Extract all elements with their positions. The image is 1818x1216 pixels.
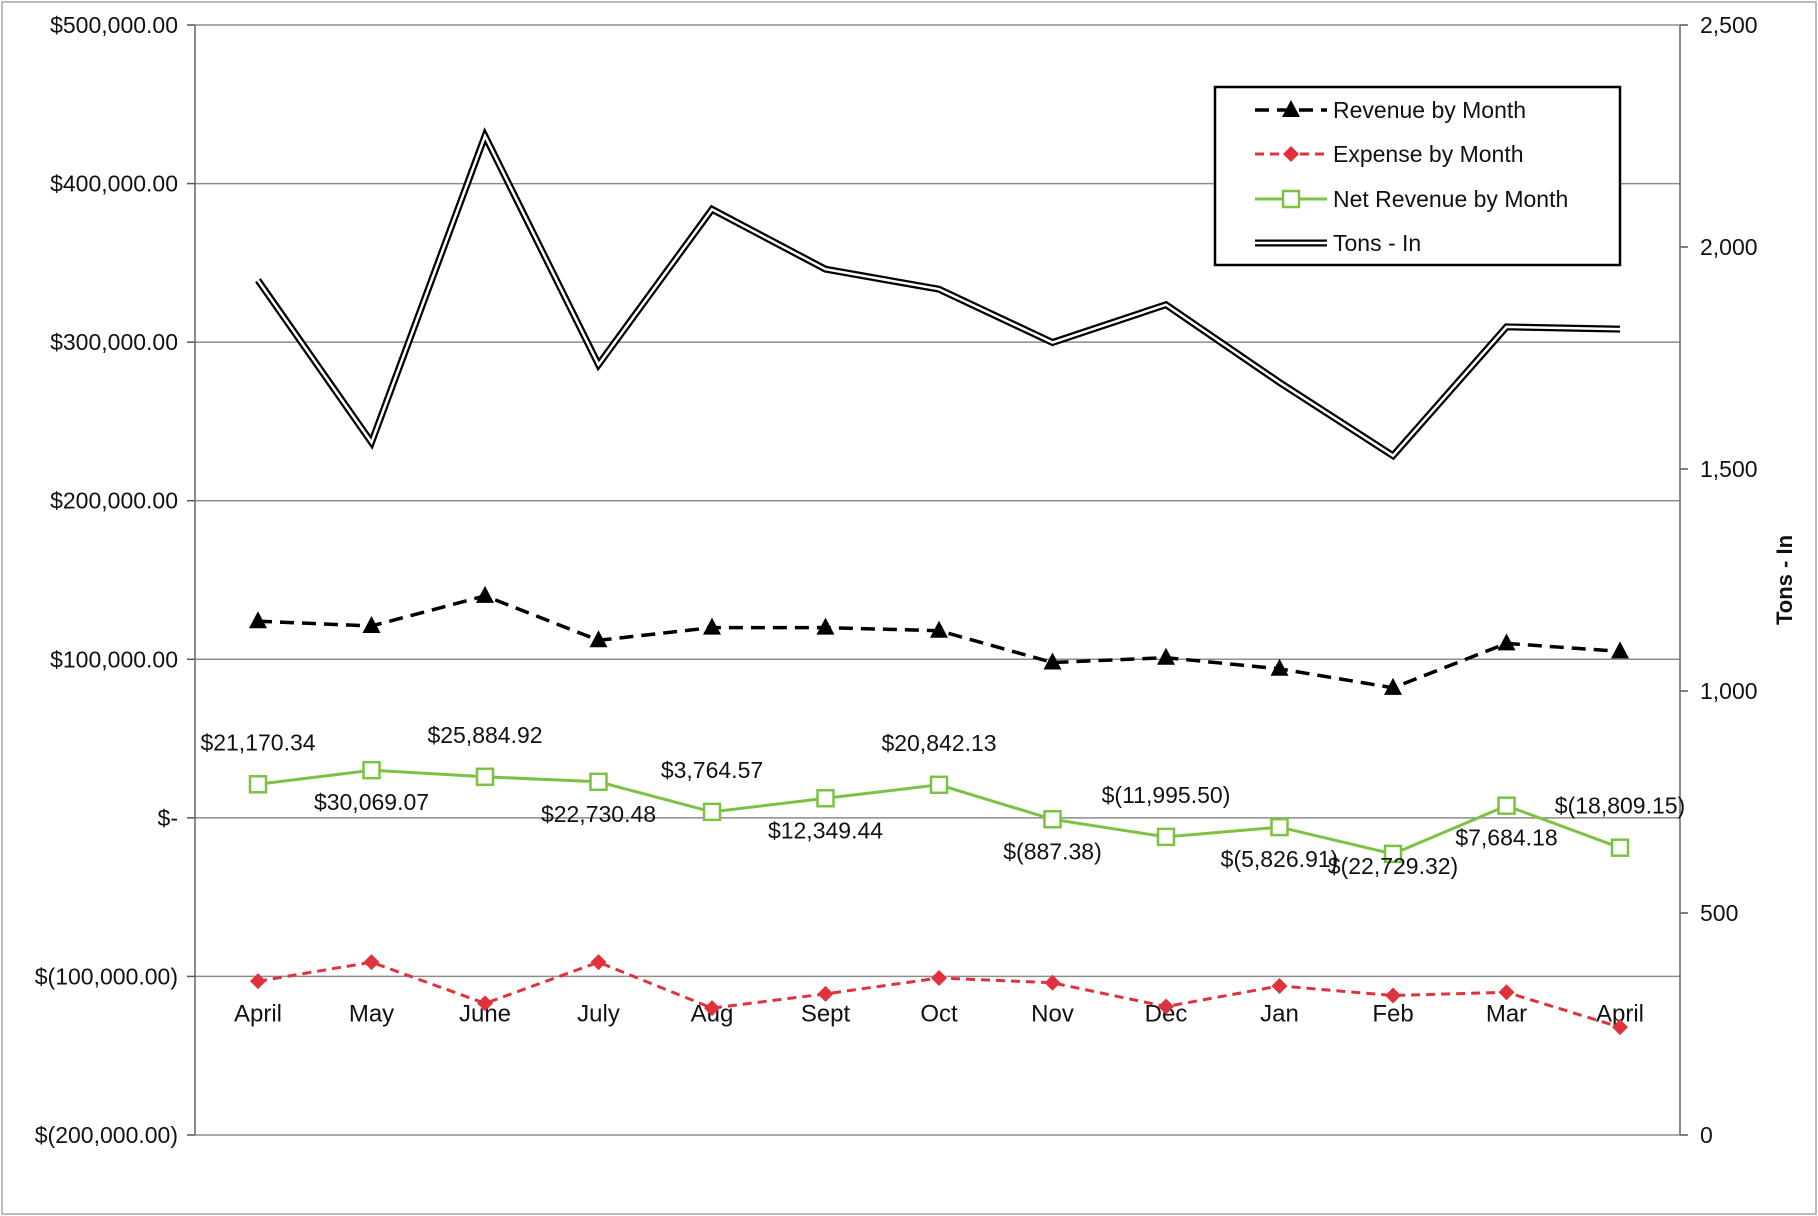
legend-entry-tons-in: Tons - In [1333, 230, 1421, 256]
net-revenue-data-label: $(18,809.15) [1555, 793, 1685, 819]
net-revenue-data-label: $12,349.44 [768, 817, 883, 843]
left-tick-label: $200,000.00 [50, 488, 178, 514]
net-revenue-data-label: $22,730.48 [541, 801, 656, 827]
expense-point [1385, 987, 1401, 1004]
right-tick-label: 2,500 [1700, 12, 1758, 38]
revenue-point [1611, 641, 1629, 659]
left-tick-label: $300,000.00 [50, 329, 178, 355]
net-revenue-data-label: $(22,729.32) [1328, 853, 1458, 879]
legend-entry-revenue: Revenue by Month [1333, 97, 1526, 123]
right-tick-label: 0 [1700, 1122, 1713, 1148]
expense-point [704, 1000, 720, 1017]
net-revenue-data-label: $30,069.07 [314, 789, 429, 815]
net-revenue-data-label: $21,170.34 [200, 729, 315, 755]
left-tick-label: $- [158, 805, 178, 831]
category-label: Sept [801, 1000, 851, 1027]
net-revenue-data-label: $(5,826.91) [1221, 846, 1339, 872]
category-label: May [349, 1000, 394, 1027]
net-revenue-point [1497, 796, 1516, 815]
left-tick-label: $100,000.00 [50, 646, 178, 672]
data-labels: $21,170.34 $30,069.07 $25,884.92 $22,730.48… [200, 722, 1685, 879]
net-revenue-point [1156, 827, 1176, 847]
category-label: April [234, 1000, 282, 1027]
tick-labels: $500,000.00 $400,000.00 $300,000.00 $200,00… [35, 12, 1758, 1148]
net-revenue-point [816, 789, 835, 808]
expense-point [931, 970, 947, 987]
revenue-point [1270, 658, 1289, 676]
category-label: Feb [1372, 1000, 1413, 1027]
expense-point [1271, 977, 1288, 994]
net-revenue-data-label: $3,764.57 [661, 757, 763, 783]
revenue-point [589, 630, 608, 648]
category-label: Mar [1486, 1000, 1527, 1027]
series-line-tons-in-inner [256, 132, 1621, 458]
revenue-point [1157, 647, 1175, 665]
gridlines [195, 24, 1680, 1136]
expense-point [363, 954, 380, 971]
revenue-point [1497, 633, 1516, 651]
revenue-point [476, 585, 494, 603]
left-tick-label: $500,000.00 [50, 12, 178, 38]
net-revenue-point [248, 775, 268, 794]
revenue-point [930, 620, 948, 638]
right-tick-label: 1,500 [1700, 456, 1758, 482]
legend-marker-revenue [1282, 100, 1300, 117]
expense-point [1498, 984, 1515, 1001]
right-tick-label: 500 [1700, 900, 1738, 926]
legend: Revenue by Month Expense by Month Net Reve… [1213, 85, 1622, 267]
expense-point [477, 995, 493, 1012]
revenue-point [1384, 677, 1402, 695]
net-revenue-data-label: $(887.38) [1003, 838, 1101, 864]
left-tick-label: $(100,000.00) [35, 963, 178, 989]
net-revenue-data-label: $7,684.18 [1455, 825, 1557, 851]
right-axis-title: Tons - In [1772, 535, 1797, 625]
expense-point [1612, 1019, 1628, 1036]
legend-entry-expense: Expense by Month [1333, 141, 1524, 167]
revenue-point [816, 617, 835, 635]
legend-marker-expense [1283, 146, 1299, 162]
net-revenue-point [1383, 844, 1403, 864]
net-revenue-point [1043, 810, 1062, 829]
net-revenue-data-label: $25,884.92 [427, 722, 542, 748]
expense-point [817, 985, 834, 1002]
net-revenue-data-label: $20,842.13 [881, 730, 996, 756]
category-label: Jan [1260, 1000, 1299, 1027]
legend-entry-net-revenue: Net Revenue by Month [1333, 186, 1568, 212]
net-revenue-point [362, 760, 381, 780]
net-revenue-point [929, 775, 949, 795]
left-tick-label: $(200,000.00) [35, 1122, 178, 1148]
expense-point [250, 973, 266, 990]
expense-point [1158, 998, 1174, 1015]
legend-marker-net-revenue [1281, 189, 1301, 209]
revenue-point [249, 611, 267, 629]
net-revenue-point [1270, 817, 1289, 837]
right-tick-label: 2,000 [1700, 234, 1758, 260]
expense-point [1044, 974, 1061, 991]
net-revenue-point [1610, 838, 1630, 857]
revenue-point [362, 615, 381, 633]
net-revenue-point [475, 767, 495, 787]
series [248, 127, 1630, 1036]
category-label: July [577, 1000, 620, 1027]
net-revenue-point [702, 802, 722, 822]
expense-point [590, 954, 607, 971]
revenue-point [1043, 652, 1062, 670]
category-label: Oct [920, 1000, 958, 1027]
net-revenue-data-label: $(11,995.50) [1102, 782, 1231, 808]
right-tick-label: 1,000 [1700, 678, 1758, 704]
category-label: Nov [1031, 1000, 1074, 1027]
left-tick-label: $400,000.00 [50, 171, 178, 197]
net-revenue-point [589, 772, 608, 792]
revenue-point [703, 617, 721, 635]
